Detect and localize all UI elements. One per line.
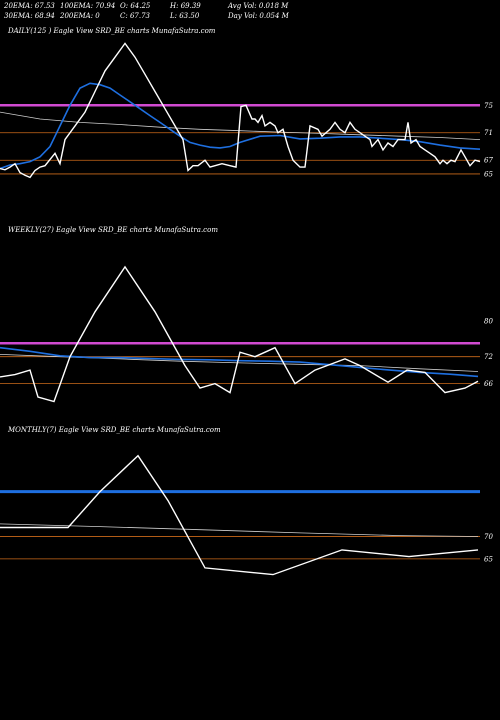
monthly-ytick-label: 70 <box>484 533 493 541</box>
stat-row1-3: H: 69.39 <box>170 2 201 10</box>
daily-ema-blue-line <box>0 82 481 170</box>
daily-panel-label: DAILY(125 ) Eagle View SRD_BE charts Mun… <box>8 27 216 35</box>
stat-row1-4: Avg Vol: 0.018 M <box>228 2 289 10</box>
stat-row1-2: O: 64.25 <box>120 2 151 10</box>
stat-row1-1: 100EMA: 70.94 <box>60 2 116 10</box>
stat-row2-1: 200EMA: 0 <box>60 12 100 20</box>
stat-row2-0: 30EMA: 68.94 <box>4 12 55 20</box>
daily-ema-grey-line <box>0 111 481 140</box>
monthly-price-line <box>0 454 479 576</box>
weekly-panel-label: WEEKLY(27) Eagle View SRD_BE charts Muna… <box>8 226 218 234</box>
weekly-price-line <box>0 265 479 403</box>
daily-ytick-label: 67 <box>484 157 493 165</box>
stat-row2-2: C: 67.73 <box>120 12 150 20</box>
weekly-ytick-label: 66 <box>484 380 493 388</box>
weekly-ytick-label: 80 <box>484 317 493 325</box>
monthly-panel-label: MONTHLY(7) Eagle View SRD_BE charts Muna… <box>8 426 221 434</box>
daily-ytick-label: 65 <box>484 170 493 178</box>
weekly-ema-blue-line <box>0 346 479 378</box>
monthly-ytick-label: 65 <box>484 555 493 563</box>
daily-ytick-label: 71 <box>484 129 493 137</box>
stat-row2-3: L: 63.50 <box>170 12 200 20</box>
daily-price-line <box>0 42 481 179</box>
monthly-ema-grey-line <box>0 523 479 537</box>
daily-ytick-label: 75 <box>484 102 493 110</box>
weekly-ytick-label: 72 <box>484 353 493 361</box>
stat-row2-4: Day Vol: 0.054 M <box>228 12 289 20</box>
stat-row1-0: 20EMA: 67.53 <box>4 2 55 10</box>
